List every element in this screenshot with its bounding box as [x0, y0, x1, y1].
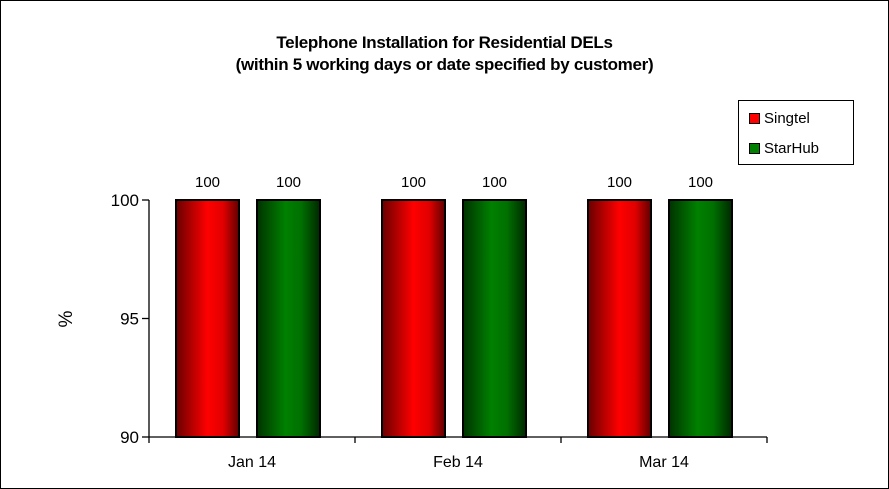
- y-tick-label: 95: [120, 310, 139, 329]
- x-tick-label: Feb 14: [433, 454, 483, 471]
- legend-swatch-singtel: [749, 112, 760, 124]
- x-tick-label: Mar 14: [639, 454, 689, 471]
- legend-label: StarHub: [764, 139, 820, 157]
- bar-starhub-mar-14: [668, 199, 733, 438]
- x-tick-label: Jan 14: [228, 454, 276, 471]
- data-label: 100: [401, 174, 426, 191]
- bar-singtel-feb-14: [381, 199, 446, 438]
- data-label: 100: [688, 174, 713, 191]
- data-label: 100: [482, 174, 507, 191]
- legend-swatch-starhub: [749, 142, 760, 154]
- legend: Singtel StarHub: [738, 100, 854, 165]
- bar-starhub-jan-14: [256, 199, 321, 438]
- y-tick-label: 90: [120, 428, 139, 447]
- data-label: 100: [607, 174, 632, 191]
- bar-singtel-jan-14: [175, 199, 240, 438]
- legend-item-singtel: Singtel: [749, 109, 810, 127]
- y-axis-label: %: [56, 310, 77, 327]
- data-label: 100: [195, 174, 220, 191]
- legend-label: Singtel: [764, 109, 810, 127]
- legend-item-starhub: StarHub: [749, 139, 819, 157]
- data-label: 100: [276, 174, 301, 191]
- bar-starhub-feb-14: [462, 199, 527, 438]
- bar-singtel-mar-14: [587, 199, 652, 438]
- chart-title: Telephone Installation for Residential D…: [276, 33, 613, 52]
- y-tick-label: 100: [111, 191, 139, 210]
- chart-subtitle: (within 5 working days or date specified…: [235, 55, 654, 74]
